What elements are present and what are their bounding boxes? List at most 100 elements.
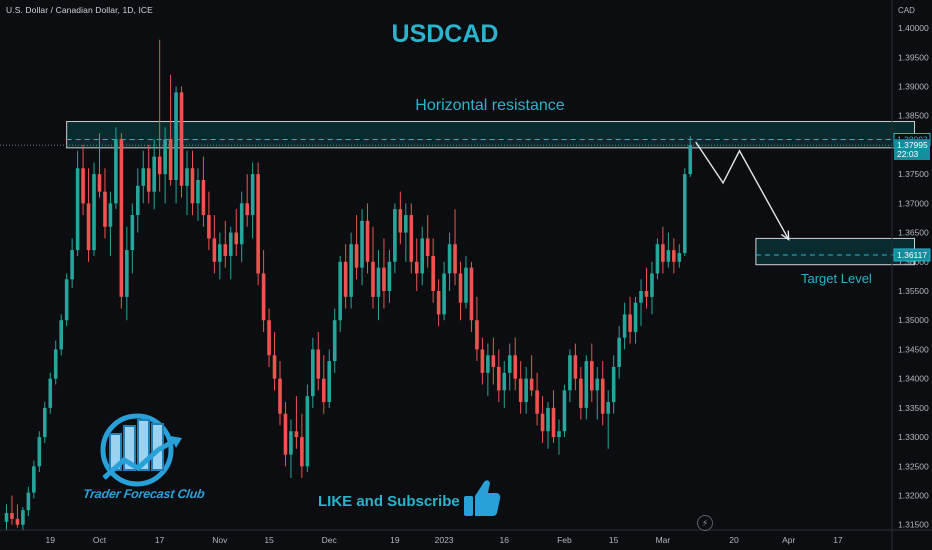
candle-body <box>661 244 665 262</box>
candle-body <box>442 273 446 315</box>
overlay-lines-layer <box>0 141 892 241</box>
candle-body <box>376 267 381 297</box>
candle-body <box>589 361 594 391</box>
candle-body <box>305 396 310 467</box>
candle-body <box>655 244 660 274</box>
candle-body <box>48 378 53 408</box>
candle-body <box>157 156 162 175</box>
candle-body <box>261 273 266 321</box>
candle-body <box>447 244 452 274</box>
candle-body <box>672 250 676 262</box>
candle-body <box>354 244 359 268</box>
like-subscribe-text: LIKE and Subscribe <box>318 493 460 510</box>
candle-body <box>338 261 342 321</box>
price-tick-label: 1.37000 <box>898 198 929 208</box>
candle-body <box>453 244 457 274</box>
candle-body <box>10 513 14 519</box>
price-tag-label: 1.36117 <box>897 250 927 260</box>
candle-body <box>32 466 36 493</box>
candle-body <box>639 291 643 303</box>
candle-body <box>393 209 397 262</box>
price-tick-label: 1.32000 <box>898 491 929 501</box>
candle-body <box>207 215 211 239</box>
candle-body <box>135 185 140 216</box>
candle-body <box>332 320 337 362</box>
candle-body <box>212 238 217 262</box>
candle-body <box>163 139 167 175</box>
candle-body <box>382 267 386 292</box>
candle-body <box>294 431 299 438</box>
candle-body <box>365 220 370 262</box>
candle-body <box>540 413 545 432</box>
price-tag <box>893 248 931 262</box>
candle-body <box>168 139 173 180</box>
candle-body <box>644 291 649 297</box>
candle-body <box>108 203 113 227</box>
candle-body <box>81 168 85 204</box>
time-tick-label: 17 <box>833 535 843 545</box>
brand-name: Trader Forecast Club <box>82 487 206 501</box>
candle-body <box>26 492 31 511</box>
candle-body <box>141 168 146 186</box>
candle-body <box>584 361 589 408</box>
candle-body <box>611 366 616 403</box>
price-tick-label: 1.40000 <box>898 23 929 33</box>
price-tick-label: 1.33500 <box>898 403 929 413</box>
target-level-label: Target Level <box>801 271 872 286</box>
candle-body <box>174 92 178 180</box>
candle-body <box>666 250 671 262</box>
price-tag <box>894 147 930 160</box>
symbol-header: U.S. Dollar / Canadian Dollar, 1D, ICE <box>6 5 153 15</box>
candle-body <box>420 238 425 274</box>
time-tick-label: 16 <box>500 535 510 545</box>
price-tick-label: 1.39000 <box>898 81 929 91</box>
candle-body <box>682 174 687 254</box>
time-tick-label: 15 <box>609 535 619 545</box>
price-tag-label: 1.37995 <box>897 140 928 150</box>
time-tick-label: Oct <box>93 535 107 545</box>
candle-body <box>130 215 135 251</box>
candle-body <box>360 220 364 268</box>
candle-body <box>557 431 561 438</box>
lightning-icon[interactable]: ⚡ <box>697 515 713 531</box>
time-axis[interactable]: 19 Oct 17 Nov 15 Dec 19 2023 16 Feb 15 Mar 20 Apr 17 <box>46 535 843 545</box>
candle-body <box>97 174 102 192</box>
candle-body <box>551 407 556 438</box>
chart-title: USDCAD <box>391 20 499 48</box>
candle-body <box>343 261 348 297</box>
candle-body <box>606 402 610 414</box>
time-tick-label: Dec <box>322 535 338 545</box>
candle-body <box>502 372 507 391</box>
candle-body <box>546 407 550 432</box>
candles-layer <box>4 39 693 531</box>
candle-body <box>349 244 353 297</box>
candle-body <box>688 144 693 175</box>
resistance-zone <box>66 121 916 149</box>
candle-body <box>628 314 632 332</box>
candle-body <box>53 349 58 379</box>
candle-body <box>497 366 501 391</box>
candle-body <box>245 203 249 216</box>
candle-body <box>475 320 479 350</box>
resistance-label: Horizontal resistance <box>415 97 565 114</box>
price-tag-label: 22:03 <box>897 149 919 159</box>
candle-body <box>513 355 518 379</box>
time-tick-label: Feb <box>557 535 572 545</box>
projection-arrowhead <box>780 230 790 241</box>
candle-body <box>86 203 91 251</box>
target-zone <box>755 237 916 266</box>
price-tick-label: 1.34500 <box>898 344 929 354</box>
candle-body <box>480 349 485 373</box>
candle-body <box>518 378 523 403</box>
currency-label: CAD <box>898 6 915 15</box>
candle-body <box>431 255 435 292</box>
candle-body <box>535 390 539 414</box>
projection-path <box>695 141 790 240</box>
candle-body <box>289 431 293 455</box>
candle-body <box>622 314 627 338</box>
candle-body <box>617 337 621 367</box>
time-tick-label: Apr <box>782 535 795 545</box>
price-tick-label: 1.34000 <box>898 374 929 384</box>
